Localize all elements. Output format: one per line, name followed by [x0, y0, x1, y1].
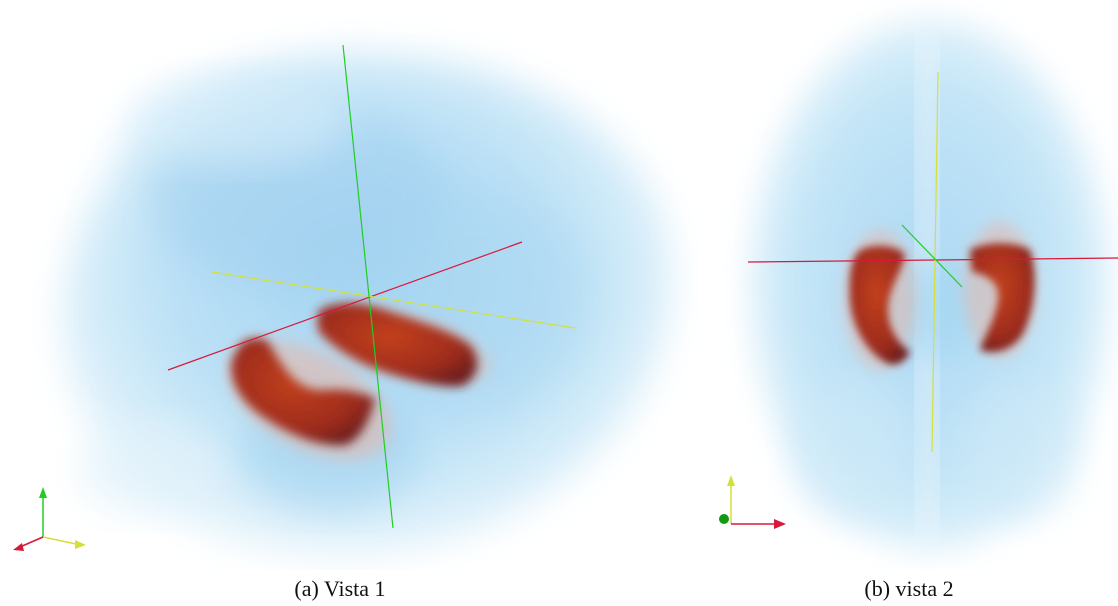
orientation-axes-widget	[719, 475, 786, 529]
render-view-2	[719, 20, 1118, 550]
caption-vista-2: (b) vista 2	[864, 576, 954, 601]
slice-axes	[747, 71, 1118, 453]
orientation-z-arrow-icon	[13, 543, 24, 551]
panel-vista-1	[13, 44, 672, 556]
green-slice-line	[901, 224, 963, 288]
orientation-x-axis	[42, 536, 77, 545]
structure-right	[318, 303, 477, 387]
orientation-y-arrow-icon	[727, 475, 735, 486]
render-view-1	[13, 44, 672, 556]
structure-left	[849, 245, 910, 365]
segmented-structures	[231, 303, 477, 446]
panel-vista-2	[700, 0, 1118, 570]
structure-left	[231, 338, 375, 446]
structure-right	[970, 243, 1035, 352]
orientation-x-arrow-icon	[774, 519, 786, 529]
orientation-axes-widget	[13, 487, 86, 551]
orientation-z-axis	[19, 536, 44, 548]
caption-vista-1: (a) Vista 1	[294, 576, 386, 601]
yellow-slice-line	[211, 271, 576, 329]
segmented-structures	[849, 243, 1035, 365]
yellow-slice-line	[931, 71, 939, 453]
orientation-z-dot-icon	[719, 514, 729, 524]
orientation-x-arrow-icon	[75, 540, 86, 549]
green-slice-line	[342, 44, 394, 529]
slice-axes	[167, 44, 576, 529]
brain-volume	[750, 20, 1110, 550]
brain-volume	[62, 52, 672, 556]
red-slice-line	[167, 241, 523, 371]
orientation-y-arrow-icon	[39, 487, 47, 498]
red-slice-line	[747, 257, 1118, 263]
